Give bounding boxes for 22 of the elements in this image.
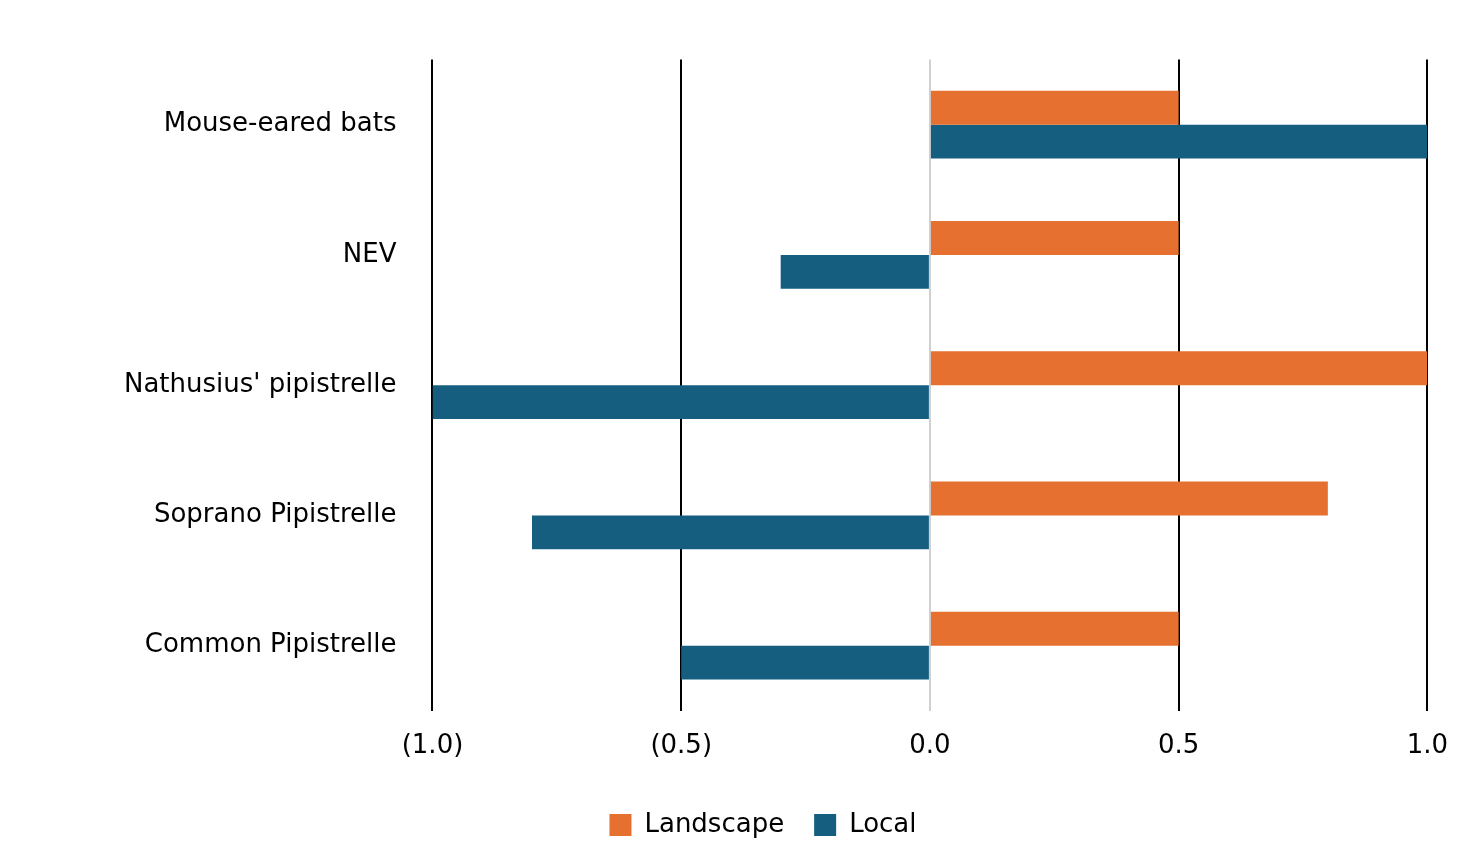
y-tick-label: Mouse-eared bats [163,107,397,138]
y-tick-label: Nathusius' pipistrelle [123,367,397,398]
bar [780,254,929,289]
bar [930,481,1328,516]
x-tick-label: (1.0) [401,729,464,760]
y-tick-label: NEV [342,237,397,268]
legend-label: Local [849,807,917,838]
bar [432,385,929,420]
x-tick-label: 1.0 [1406,729,1449,760]
bar [681,645,929,680]
bar [930,611,1179,646]
bar [531,515,929,550]
x-tick-label: 0.5 [1157,729,1200,760]
y-tick-label: Common Pipistrelle [144,628,397,659]
x-tick-label: 0.0 [909,729,951,760]
bar [930,124,1428,159]
bar [930,221,1179,255]
bar [930,351,1428,386]
legend-label: Landscape [644,807,785,838]
y-tick-label: Soprano Pipistrelle [153,498,397,529]
x-tick-label: (0.5) [650,729,713,760]
bar [930,90,1179,125]
